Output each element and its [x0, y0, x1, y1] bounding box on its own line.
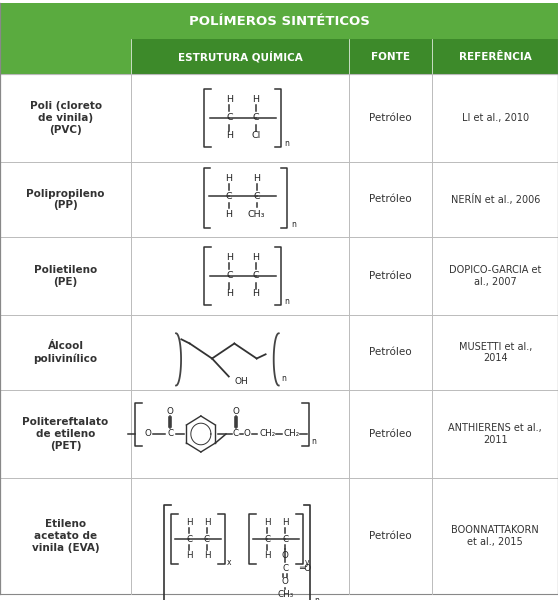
- Text: H: H: [225, 210, 232, 219]
- Text: ═O: ═O: [299, 564, 311, 573]
- Text: H: H: [264, 518, 271, 527]
- Text: Álcool
polivinílico: Álcool polivinílico: [33, 341, 98, 364]
- Text: Petróleo: Petróleo: [369, 347, 412, 358]
- Text: C: C: [204, 535, 210, 544]
- Text: O: O: [167, 407, 174, 416]
- Text: C: C: [264, 535, 270, 544]
- Text: H: H: [226, 289, 233, 298]
- Text: n: n: [281, 374, 286, 383]
- Text: O: O: [145, 430, 151, 439]
- Text: n: n: [291, 220, 296, 229]
- Bar: [0, 40, 131, 74]
- Text: C: C: [226, 113, 233, 122]
- Text: REFERÊNCIA: REFERÊNCIA: [459, 52, 532, 62]
- Text: OH: OH: [234, 377, 248, 386]
- Text: C: C: [226, 271, 233, 280]
- Text: Poli (cloreto
de vinila)
(PVC): Poli (cloreto de vinila) (PVC): [30, 101, 102, 134]
- Text: H: H: [204, 518, 210, 527]
- Text: Petróleo: Petróleo: [369, 429, 412, 439]
- Text: O: O: [282, 551, 288, 560]
- Text: H: H: [282, 518, 288, 527]
- Text: Etileno
acetato de
vinila (EVA): Etileno acetato de vinila (EVA): [32, 520, 99, 553]
- Text: C: C: [186, 535, 192, 544]
- Bar: [0, 40, 558, 74]
- Text: H: H: [204, 551, 210, 560]
- Text: Cl: Cl: [252, 131, 261, 140]
- Text: MUSETTI et al.,
2014: MUSETTI et al., 2014: [459, 341, 532, 363]
- Text: H: H: [186, 551, 193, 560]
- Text: H: H: [253, 289, 259, 298]
- Text: Petróleo: Petróleo: [369, 271, 412, 281]
- Text: n: n: [312, 437, 316, 446]
- Text: C: C: [282, 564, 288, 573]
- Bar: [0, 3, 558, 40]
- Text: C: C: [225, 192, 232, 201]
- Text: H: H: [226, 95, 233, 104]
- Text: NERÍN et al., 2006: NERÍN et al., 2006: [450, 194, 540, 205]
- Text: H: H: [226, 131, 233, 140]
- Text: CH₂: CH₂: [259, 430, 276, 439]
- Text: Polietileno
(PE): Polietileno (PE): [34, 265, 97, 287]
- Text: BOONNATTAKORN
et al., 2015: BOONNATTAKORN et al., 2015: [451, 525, 539, 547]
- Text: CH₂: CH₂: [283, 430, 300, 439]
- Text: C: C: [253, 192, 260, 201]
- Text: H: H: [253, 95, 259, 104]
- Text: y: y: [305, 558, 310, 567]
- Text: C: C: [167, 430, 173, 439]
- Text: Petróleo: Petróleo: [369, 531, 412, 541]
- Text: FONTE: FONTE: [371, 52, 410, 62]
- Text: n: n: [315, 596, 319, 600]
- Text: DOPICO-GARCIA et
al., 2007: DOPICO-GARCIA et al., 2007: [449, 265, 541, 287]
- Text: CH₃: CH₃: [277, 590, 294, 599]
- Text: O: O: [282, 577, 288, 586]
- Text: O: O: [233, 407, 239, 416]
- Text: Polipropileno
(PP): Polipropileno (PP): [26, 188, 105, 210]
- Text: C: C: [253, 271, 259, 280]
- Text: C: C: [253, 113, 259, 122]
- Text: POLÍMEROS SINTÉTICOS: POLÍMEROS SINTÉTICOS: [189, 15, 369, 28]
- Text: ESTRUTURA QUÍMICA: ESTRUTURA QUÍMICA: [177, 51, 302, 62]
- Text: Petróleo: Petróleo: [369, 113, 412, 123]
- Text: C: C: [282, 535, 288, 544]
- Text: n: n: [285, 297, 289, 306]
- Text: H: H: [253, 253, 259, 262]
- Text: CH₃: CH₃: [248, 210, 266, 219]
- Text: H: H: [253, 174, 260, 183]
- Text: Petróleo: Petróleo: [369, 194, 412, 205]
- Text: H: H: [225, 174, 232, 183]
- Text: n: n: [285, 139, 289, 148]
- Text: H: H: [186, 518, 193, 527]
- Text: ANTHIERENS et al.,
2011: ANTHIERENS et al., 2011: [448, 423, 542, 445]
- Text: Politereftalato
de etileno
(PET): Politereftalato de etileno (PET): [22, 418, 109, 451]
- Text: C: C: [233, 430, 239, 439]
- Text: O: O: [244, 430, 251, 439]
- Text: x: x: [227, 558, 232, 567]
- Text: H: H: [226, 253, 233, 262]
- Text: H: H: [264, 551, 271, 560]
- Text: LI et al., 2010: LI et al., 2010: [461, 113, 529, 123]
